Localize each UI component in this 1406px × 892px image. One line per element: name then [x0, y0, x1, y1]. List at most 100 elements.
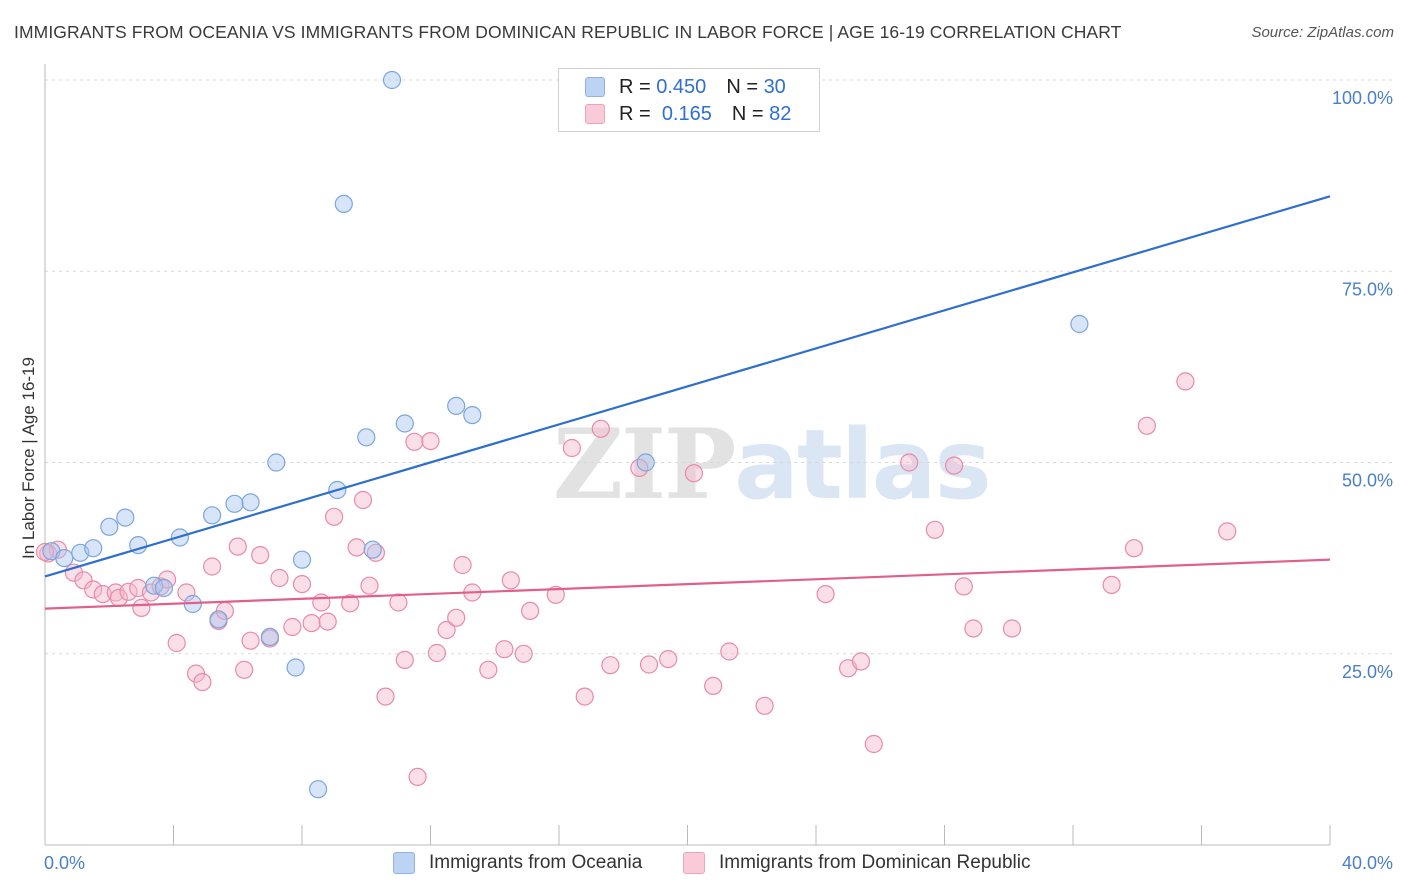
- legend-row-oceania: R = 0.450 N = 30: [559, 74, 786, 100]
- point-dominican: [251, 545, 270, 565]
- point-dominican: [395, 650, 414, 670]
- point-dominican: [851, 652, 871, 671]
- point-dominican: [864, 734, 883, 754]
- legend-r-value: 0.165: [661, 102, 712, 125]
- point-oceania: [55, 548, 74, 568]
- bottom-legend-label: Immigrants from Dominican Republic: [719, 852, 1031, 873]
- point-dominican: [421, 432, 440, 451]
- tick-labels: 25.0% 50.0% 75.0% 100.0% 0.0% 40.0%: [44, 88, 1393, 873]
- x-tick-label-min: 0.0%: [44, 853, 85, 873]
- point-dominican: [546, 585, 565, 604]
- point-oceania: [241, 493, 260, 512]
- trend-line-oceania: [44, 195, 1331, 578]
- point-dominican: [325, 507, 344, 526]
- point-dominican: [964, 619, 983, 638]
- point-dominican: [1176, 372, 1195, 391]
- bottom-legend-dominican: Immigrants from Dominican Republic: [683, 852, 1031, 874]
- point-dominican: [235, 660, 254, 679]
- point-dominican: [575, 687, 594, 706]
- point-dominican: [177, 583, 196, 602]
- point-oceania: [334, 194, 353, 213]
- axes: [44, 64, 1331, 846]
- watermark: ZIPatlas: [553, 408, 992, 521]
- point-dominican: [520, 601, 540, 621]
- point-dominican: [601, 656, 620, 675]
- point-dominican: [447, 608, 466, 627]
- legend-n-label: N =: [726, 75, 758, 98]
- swatch-dominican: [683, 852, 705, 874]
- point-dominican: [408, 767, 427, 787]
- point-dominican: [591, 419, 610, 438]
- point-dominican: [106, 583, 125, 602]
- point-dominican: [816, 584, 835, 604]
- point-oceania: [357, 428, 376, 447]
- point-dominican: [119, 582, 138, 601]
- y-tick-label: 75.0%: [1342, 279, 1393, 299]
- point-dominican: [427, 643, 446, 663]
- point-oceania: [463, 406, 482, 425]
- point-oceania: [154, 578, 173, 598]
- point-dominican: [704, 676, 723, 696]
- point-dominican: [353, 490, 373, 510]
- point-dominican: [755, 696, 774, 715]
- point-dominican: [84, 580, 103, 599]
- legend-r-label: R =: [619, 102, 651, 125]
- point-dominican: [453, 555, 472, 575]
- point-dominican: [312, 593, 331, 612]
- point-dominican: [376, 687, 395, 706]
- point-dominican: [203, 557, 222, 576]
- swatch-oceania: [393, 852, 415, 874]
- point-dominican: [479, 660, 498, 679]
- point-dominican: [292, 574, 312, 594]
- point-dominican: [270, 568, 289, 588]
- x-tick-label-max: 40.0%: [1342, 853, 1393, 873]
- bottom-legend-label: Immigrants from Oceania: [429, 852, 643, 873]
- legend-n-label: N =: [731, 102, 764, 125]
- point-dominican: [1002, 619, 1022, 638]
- point-oceania: [203, 506, 222, 525]
- point-oceania: [260, 627, 279, 647]
- point-dominican: [74, 571, 93, 590]
- point-dominican: [954, 577, 973, 596]
- y-tick-label: 100.0%: [1332, 88, 1393, 108]
- point-oceania: [116, 508, 135, 527]
- point-dominican: [405, 432, 424, 451]
- point-dominican: [925, 520, 945, 539]
- point-dominican: [1218, 522, 1237, 541]
- points-dominican: [35, 372, 1237, 787]
- legend-n-value: 82: [769, 102, 792, 125]
- point-oceania: [447, 396, 466, 415]
- legend-row-dominican: R = 0.165 N = 82: [559, 101, 791, 127]
- y-tick-label: 25.0%: [1342, 662, 1393, 682]
- swatch-oceania: [585, 77, 605, 97]
- point-oceania: [286, 658, 305, 677]
- point-dominican: [193, 672, 212, 692]
- point-dominican: [302, 613, 321, 633]
- swatch-dominican: [585, 104, 605, 124]
- point-oceania: [209, 610, 228, 629]
- point-dominican: [659, 649, 678, 669]
- point-dominican: [1137, 416, 1157, 435]
- point-oceania: [225, 494, 244, 513]
- legend-r-label: R =: [619, 75, 651, 98]
- point-oceania: [1070, 314, 1089, 334]
- point-dominican: [1124, 539, 1144, 558]
- trend-line-dominican: [44, 558, 1331, 610]
- grid-lines: [45, 79, 1392, 655]
- point-dominican: [167, 633, 186, 653]
- point-oceania: [100, 517, 119, 536]
- point-dominican: [495, 640, 514, 659]
- point-dominican: [389, 593, 408, 612]
- point-dominican: [1102, 575, 1121, 595]
- point-oceania: [267, 453, 286, 472]
- point-dominican: [283, 617, 302, 637]
- watermark-atlas: atlas: [734, 409, 991, 521]
- chart-title: IMMIGRANTS FROM OCEANIA VS IMMIGRANTS FR…: [14, 22, 1122, 42]
- point-dominican: [347, 538, 366, 557]
- source-credit: Source: ZipAtlas.com: [1251, 24, 1394, 41]
- point-dominican: [241, 631, 260, 650]
- point-dominican: [639, 655, 659, 674]
- point-dominican: [720, 642, 739, 661]
- point-oceania: [395, 414, 414, 433]
